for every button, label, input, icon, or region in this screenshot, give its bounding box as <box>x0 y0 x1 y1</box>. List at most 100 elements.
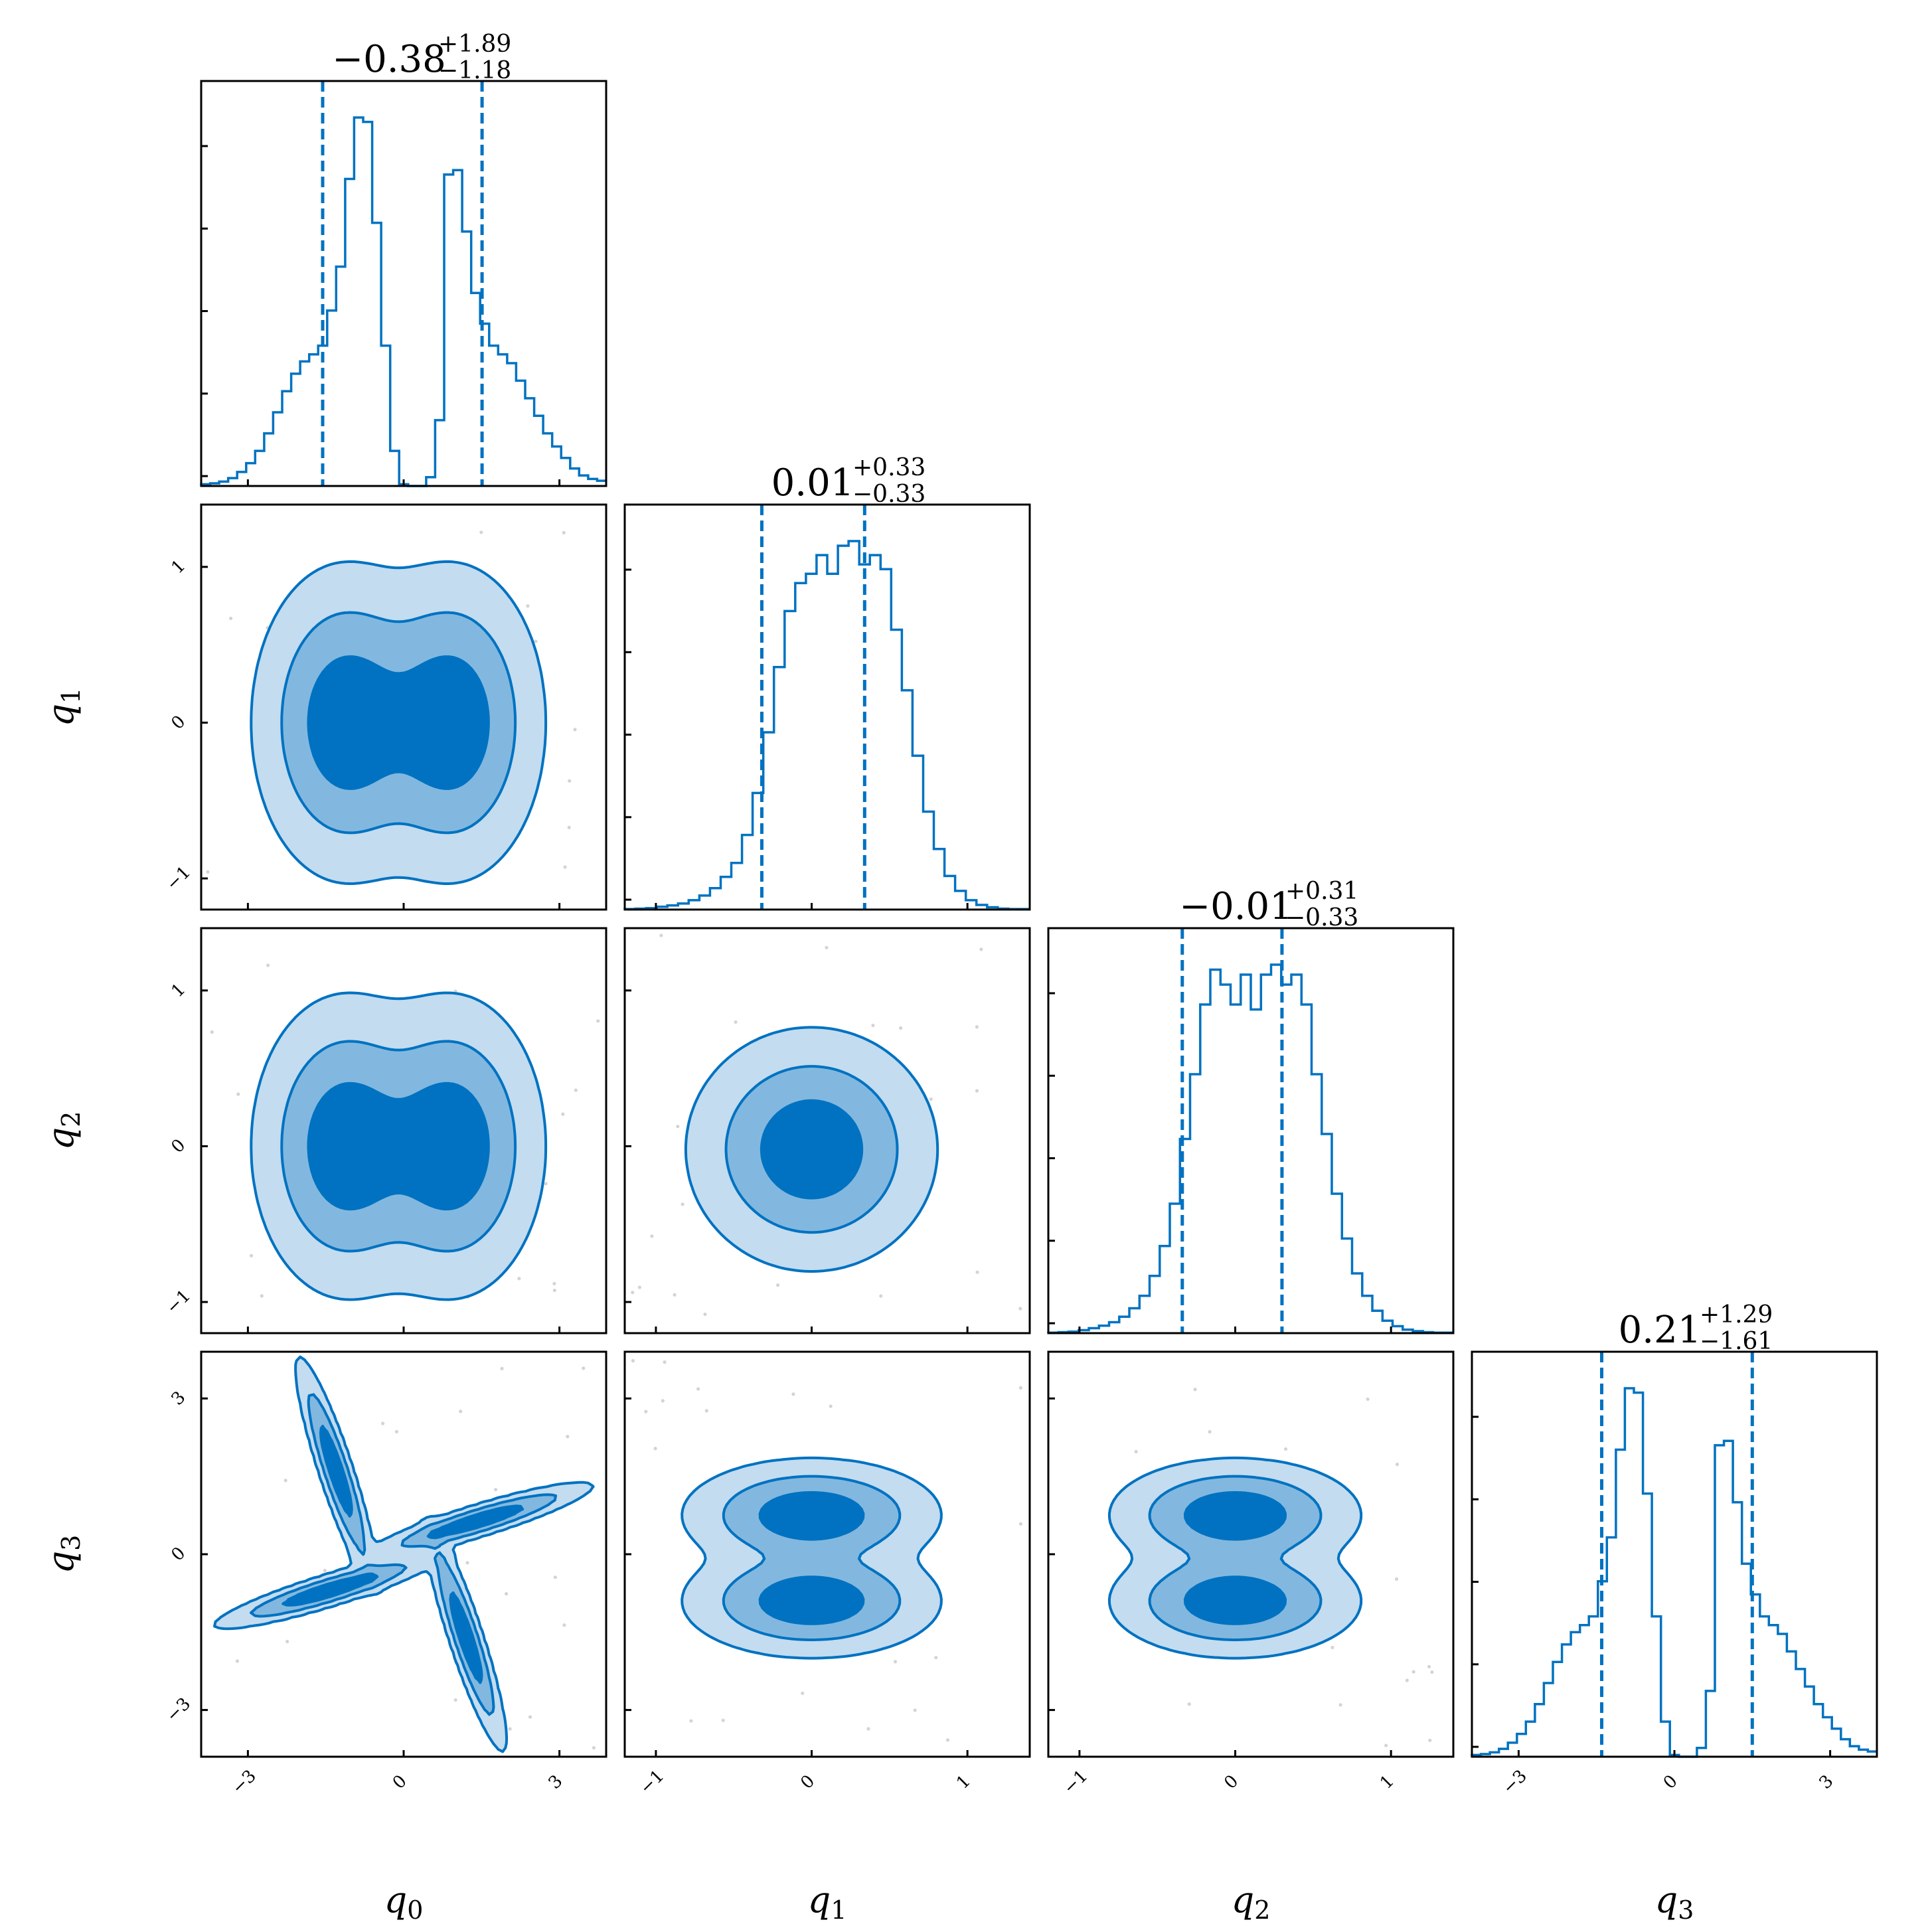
contour-line-1 <box>250 560 548 885</box>
contour-line-1 <box>250 991 548 1301</box>
y-tick-label: −1 <box>163 862 195 894</box>
x-tick-label: 0 <box>797 1771 819 1793</box>
contour-line-1 <box>1107 1456 1363 1660</box>
scatter-point <box>979 947 983 951</box>
scatter-point <box>235 1659 240 1663</box>
title-q3: 0.21 <box>1619 1309 1702 1352</box>
scatter-point <box>266 963 270 967</box>
scatter-point <box>704 1409 708 1413</box>
scatter-point <box>596 1019 600 1023</box>
scatter-point <box>653 1447 657 1451</box>
panel-frame <box>623 927 1031 1334</box>
scatter-point <box>493 1488 498 1492</box>
contour-fill-2 <box>251 1394 556 1715</box>
scatter-point <box>453 1698 457 1702</box>
contour-line-2 <box>722 1475 902 1641</box>
scatter-point <box>283 1479 287 1483</box>
scatter-point <box>534 639 538 643</box>
scatter-point <box>508 1727 512 1731</box>
scatter-point <box>776 1283 780 1287</box>
scatter-point <box>945 1738 950 1742</box>
histogram-steps <box>200 116 606 487</box>
scatter-point <box>913 1708 917 1712</box>
contour-fill-3 <box>760 1492 864 1624</box>
scatter-point <box>1018 1522 1023 1526</box>
scatter-point <box>734 1020 738 1024</box>
scatter-point <box>574 1088 578 1092</box>
scatter-point <box>1208 1430 1212 1434</box>
panel-frame <box>623 503 1031 911</box>
contour-line-1 <box>684 1026 939 1273</box>
panel-q2-vs-q1 <box>623 927 1031 1334</box>
x-tick-label: 0 <box>389 1771 411 1793</box>
scatter-point <box>929 1097 933 1101</box>
scatter-point <box>631 1359 635 1363</box>
scatter-point <box>673 1293 677 1297</box>
scatter-point <box>879 1294 883 1298</box>
scatter-point <box>526 604 530 608</box>
scatter-point <box>568 779 572 783</box>
scatter-point <box>562 1623 566 1627</box>
scatter-point <box>553 1575 557 1579</box>
scatter-point <box>866 1727 870 1731</box>
axis-label-q0: q0 <box>384 1879 424 1925</box>
scatter-point <box>696 1387 700 1391</box>
scatter-point <box>801 1691 805 1696</box>
scatter-point <box>285 1639 289 1644</box>
scatter-point <box>975 1089 979 1093</box>
title-q0: −0.38 <box>332 38 446 81</box>
scatter-point <box>1430 1670 1434 1674</box>
y-tick-label: −1 <box>163 1286 195 1318</box>
contour-fill-3 <box>283 1426 523 1683</box>
scatter-point <box>206 870 210 874</box>
x-tick-label: 3 <box>545 1771 567 1793</box>
x-tick-label: 1 <box>953 1771 975 1793</box>
y-tick-label: −3 <box>163 1694 195 1726</box>
scatter-point <box>721 1718 725 1722</box>
axis-label-q1: q1 <box>808 1879 847 1925</box>
scatter-point <box>1187 1702 1191 1706</box>
contour-line-1 <box>681 1456 943 1660</box>
scatter-point <box>1338 1703 1342 1707</box>
scatter-point <box>659 933 663 937</box>
title-lower-error: −1.18 <box>438 57 511 84</box>
axis-label-q2: q2 <box>1232 1879 1271 1925</box>
contour-line-3 <box>282 1425 524 1684</box>
scatter-point <box>689 1719 693 1723</box>
contour-line-2 <box>280 1040 517 1253</box>
scatter-point <box>465 1561 469 1565</box>
scatter-point <box>582 1366 586 1370</box>
y-tick-label: 0 <box>168 1544 190 1566</box>
scatter-point <box>1394 1577 1399 1581</box>
scatter-point <box>829 1404 833 1408</box>
contour-line-3 <box>1183 1491 1287 1625</box>
scatter-point <box>544 1182 548 1186</box>
contour-line-2 <box>280 611 517 835</box>
scatter-point <box>650 1234 654 1238</box>
scatter-point <box>1018 1307 1022 1311</box>
y-tick-label: 1 <box>168 556 190 578</box>
panel-frame <box>1047 927 1455 1334</box>
scatter-point <box>552 1288 556 1293</box>
scatter-point <box>975 1270 979 1274</box>
scatter-point <box>323 1568 327 1573</box>
histogram-steps <box>623 540 1030 911</box>
title-upper-error: +1.29 <box>1700 1301 1773 1328</box>
title-q2: −0.01 <box>1179 885 1293 928</box>
axis-label-q3: q3 <box>40 1535 86 1574</box>
scatter-point <box>1427 1664 1431 1668</box>
axis-label-q3: q3 <box>1655 1879 1694 1925</box>
histogram-steps <box>1047 963 1453 1334</box>
x-tick-label: 0 <box>1220 1771 1242 1793</box>
scatter-point <box>459 1409 463 1413</box>
contour-fill-3 <box>308 657 489 789</box>
y-tick-label: 3 <box>168 1388 190 1409</box>
x-tick-label: 3 <box>1816 1771 1838 1793</box>
scatter-point <box>500 1366 504 1370</box>
scatter-point <box>528 1715 532 1719</box>
x-tick-label: 1 <box>1376 1771 1398 1793</box>
contour-fill-3 <box>1184 1492 1286 1624</box>
scatter-point <box>703 1312 707 1317</box>
panel-q3-vs-q1 <box>623 1350 1031 1758</box>
scatter-point <box>592 1745 596 1750</box>
